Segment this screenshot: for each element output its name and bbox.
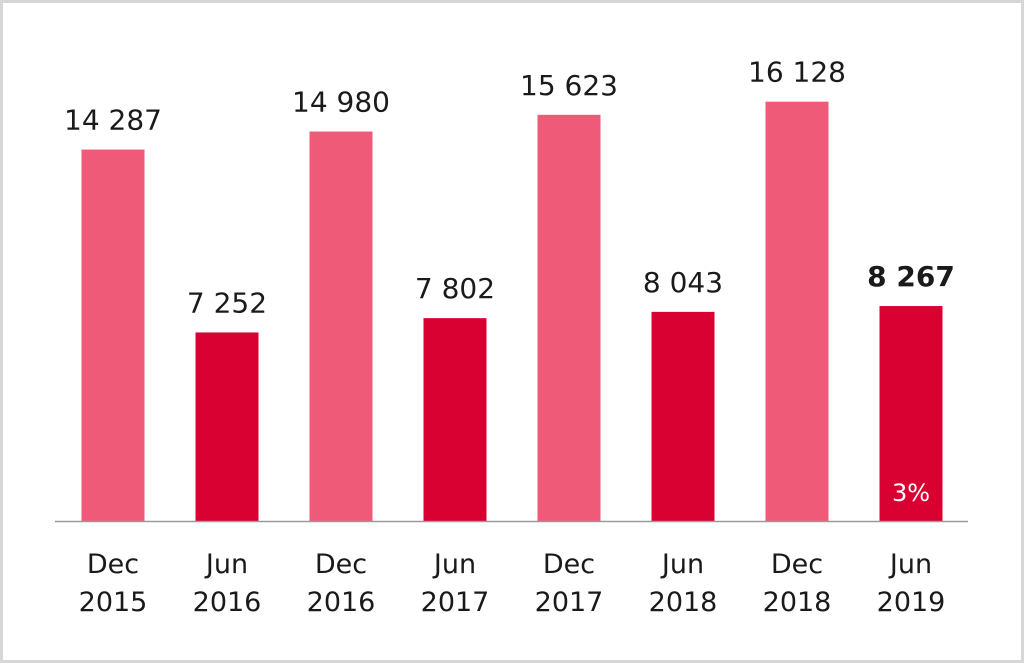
x-tick-labels-layer: Dec 2015 Jun 2016 Dec 2016 Jun 2017 Dec 2017 Jun 20… (79, 549, 946, 618)
x-tick-label-jun-2016: Jun 2016 (193, 549, 262, 618)
x-tick-label-dec-2018: Dec 2018 (763, 549, 832, 618)
value-label-dec-2015: 14 287 (64, 104, 162, 137)
bar-jun-2017 (423, 318, 487, 521)
value-labels-layer: 14 287 7 252 14 980 7 802 15 623 8 043 16 128 8… (64, 56, 955, 507)
x-tick-label-dec-2016: Dec 2016 (307, 549, 376, 618)
bar-dec-2018 (765, 101, 829, 521)
value-label-dec-2018: 16 128 (748, 56, 846, 89)
bars-layer (81, 101, 943, 521)
x-tick-label-dec-2015: Dec 2015 (79, 549, 148, 618)
x-tick-label-jun-2019: Jun 2019 (877, 549, 946, 618)
value-label-dec-2016: 14 980 (292, 86, 390, 119)
value-label-jun-2016: 7 252 (187, 286, 267, 319)
x-tick-label-dec-2017: Dec 2017 (535, 549, 604, 618)
value-label-dec-2017: 15 623 (520, 69, 618, 102)
bar-jun-2016 (195, 332, 259, 521)
value-label-jun-2019: 8 267 (867, 260, 955, 293)
bar-jun-2018 (651, 311, 715, 521)
bar-dec-2016 (309, 131, 373, 521)
bar-dec-2017 (537, 114, 601, 521)
value-label-jun-2018: 8 043 (643, 266, 723, 299)
x-tick-label-jun-2018: Jun 2018 (649, 549, 718, 618)
bar-annotation-label: 3% (892, 479, 930, 507)
bar-jun-2019 (879, 306, 943, 521)
x-tick-label-jun-2017: Jun 2017 (421, 549, 490, 618)
value-label-jun-2017: 7 802 (415, 272, 495, 305)
bar-chart: 14 287 7 252 14 980 7 802 15 623 8 043 16 128 8… (55, 56, 968, 618)
bar-dec-2015 (81, 149, 145, 521)
